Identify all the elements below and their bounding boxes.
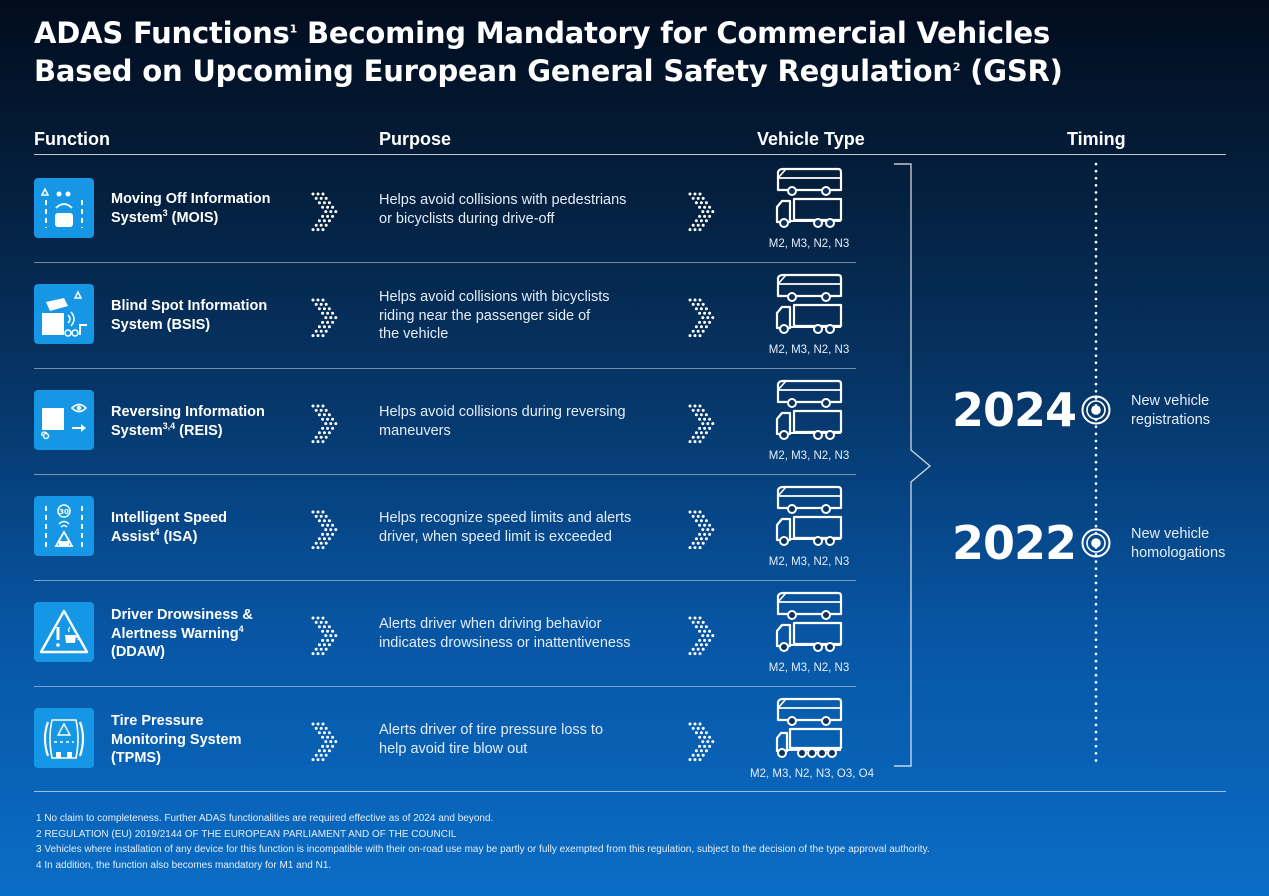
footnote-3: 3 Vehicles where installation of any dev… — [36, 844, 930, 855]
bus-truck-icon — [775, 485, 843, 546]
chevron-dots-icon — [311, 298, 338, 338]
timing-year-2024: 2024 — [952, 383, 1077, 437]
bus-truck-icon — [775, 591, 843, 652]
isa-icon: 30 — [34, 496, 94, 556]
bus-truck-icon — [775, 273, 843, 334]
chevron-dots-icon — [688, 404, 715, 444]
header-timing: Timing — [1067, 129, 1126, 149]
target-icon — [1081, 528, 1111, 558]
function-row-bsis: Blind Spot Information System (BSIS) Hel… — [34, 266, 856, 372]
bus-truck-icon — [775, 379, 843, 440]
function-row-isa: 30 Intelligent Speed Assist4 (ISA) Helps… — [34, 478, 856, 584]
function-name-isa: Intelligent Speed Assist4 (ISA) — [111, 510, 228, 545]
purpose-isa: Helps recognize speed limits and alerts d… — [379, 510, 632, 545]
bus-trailer-truck-icon — [775, 697, 843, 758]
chevron-dots-icon — [311, 192, 338, 232]
function-row-tpms: Tire Pressure Monitoring System (TPMS) A… — [34, 690, 874, 796]
function-name-tpms: Tire Pressure Monitoring System (TPMS) — [111, 713, 242, 766]
chevron-dots-icon — [311, 722, 338, 762]
footnotes: 1 No claim to completeness. Further ADAS… — [36, 811, 930, 873]
purpose-ddaw: Alerts driver when driving behavior indic… — [379, 616, 631, 651]
page-title: ADAS Functions1 Becoming Mandatory for C… — [34, 16, 1063, 88]
chevron-dots-icon — [311, 404, 338, 444]
reis-icon — [34, 390, 94, 450]
purpose-reis: Helps avoid collisions during reversing m… — [379, 404, 626, 439]
function-row-mois: Moving Off Information System3 (MOIS) He… — [34, 160, 856, 266]
target-icon — [1081, 395, 1111, 425]
ddaw-icon — [34, 602, 94, 662]
vehicle-type-mois: M2, M3, N2, N3 — [768, 238, 850, 250]
chevron-dots-icon — [688, 616, 715, 656]
chevron-dots-icon — [311, 616, 338, 656]
header-function: Function — [34, 129, 110, 149]
purpose-mois: Helps avoid collisions with pedestrians o… — [379, 192, 627, 227]
row-divider — [34, 580, 856, 581]
function-name-mois: Moving Off Information System3 (MOIS) — [111, 191, 271, 226]
chevron-dots-icon — [688, 722, 715, 762]
chevron-dots-icon — [311, 510, 338, 550]
header-purpose: Purpose — [379, 129, 452, 149]
vehicle-type-tpms: M2, M3, N2, N3, O3, O4 — [750, 768, 874, 780]
chevron-dots-icon — [688, 192, 715, 232]
function-row-ddaw: Driver Drowsiness & Alertness Warning4 (… — [34, 584, 856, 690]
purpose-bsis: Helps avoid collisions with bicyclists ri… — [379, 289, 610, 342]
footer-divider — [34, 791, 1226, 792]
vehicle-type-reis: M2, M3, N2, N3 — [768, 450, 850, 462]
speed-sign-text: 30 — [59, 508, 69, 516]
function-name-ddaw: Driver Drowsiness & Alertness Warning4 (… — [111, 607, 253, 660]
timeline-line — [1094, 162, 1098, 768]
row-divider — [34, 368, 856, 369]
bus-truck-icon — [775, 167, 843, 228]
function-name-bsis: Blind Spot Information System (BSIS) — [111, 298, 268, 333]
timing-note-2024: New vehicle registrations — [1131, 393, 1210, 428]
chevron-dots-icon — [688, 510, 715, 550]
bsis-icon — [34, 284, 94, 344]
vehicle-type-ddaw: M2, M3, N2, N3 — [768, 662, 850, 674]
mois-icon — [34, 178, 94, 238]
row-divider — [34, 474, 856, 475]
function-row-reis: Reversing Information System3,4 (REIS) H… — [34, 372, 856, 478]
chevron-dots-icon — [688, 298, 715, 338]
timing-year-2022: 2022 — [952, 516, 1077, 570]
tpms-icon — [34, 708, 94, 768]
row-divider — [34, 686, 856, 687]
purpose-tpms: Alerts driver of tire pressure loss to he… — [379, 722, 604, 757]
timing-note-2022: New vehicle homologations — [1131, 526, 1226, 561]
header-vehicle-type: Vehicle Type — [757, 129, 865, 149]
footnote-4: 4 In addition, the function also becomes… — [36, 859, 332, 871]
header-divider — [34, 154, 1226, 155]
vehicle-type-bsis: M2, M3, N2, N3 — [768, 344, 850, 356]
footnote-1: 1 No claim to completeness. Further ADAS… — [36, 813, 494, 824]
row-divider — [34, 262, 856, 263]
timing-bracket — [894, 163, 932, 767]
footnote-2: 2 REGULATION (EU) 2019/2144 OF THE EUROP… — [36, 828, 457, 840]
vehicle-type-isa: M2, M3, N2, N3 — [768, 556, 850, 568]
function-name-reis: Reversing Information System3,4 (REIS) — [111, 404, 265, 439]
